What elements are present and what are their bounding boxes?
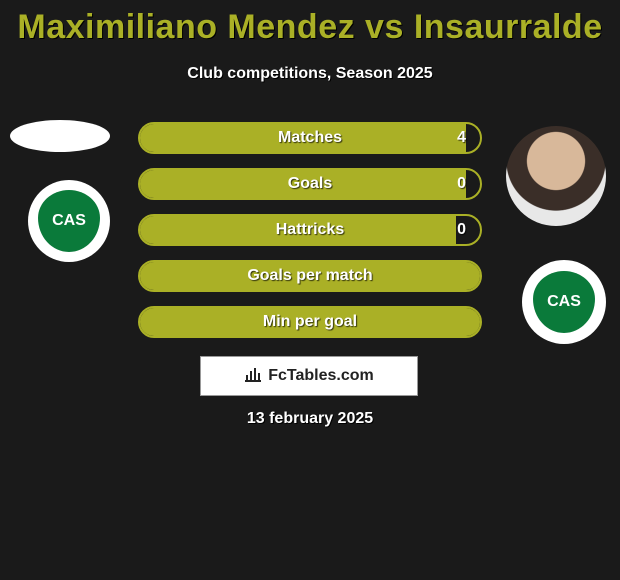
- shield-icon: CAS: [38, 190, 100, 252]
- club-badge-right: CAS: [522, 260, 606, 344]
- stat-row-matches: Matches 4: [138, 122, 482, 154]
- subtitle: Club competitions, Season 2025: [0, 65, 620, 83]
- stat-label: Hattricks: [276, 221, 344, 239]
- stat-value: 4: [457, 129, 466, 147]
- stat-label: Goals: [288, 175, 332, 193]
- stat-value: 0: [457, 175, 466, 193]
- club-badge-text: CAS: [547, 295, 581, 309]
- club-badge-left: CAS: [28, 180, 110, 262]
- brand-label: FcTables.com: [268, 367, 374, 385]
- stat-label: Goals per match: [247, 267, 372, 285]
- date-label: 13 february 2025: [0, 410, 620, 428]
- stat-row-goals-per-match: Goals per match: [138, 260, 482, 292]
- stat-value: 0: [457, 221, 466, 239]
- stat-row-goals: Goals 0: [138, 168, 482, 200]
- brand-box[interactable]: FcTables.com: [200, 356, 418, 396]
- stat-row-min-per-goal: Min per goal: [138, 306, 482, 338]
- stat-label: Min per goal: [263, 313, 357, 331]
- player-right-avatar: [506, 126, 606, 226]
- stat-row-hattricks: Hattricks 0: [138, 214, 482, 246]
- stats-panel: Matches 4 Goals 0 Hattricks 0 Goals per …: [138, 122, 482, 352]
- stat-label: Matches: [278, 129, 342, 147]
- page-title: Maximiliano Mendez vs Insaurralde: [0, 0, 620, 47]
- shield-icon: CAS: [533, 271, 595, 333]
- player-left-avatar: [10, 120, 110, 152]
- club-badge-text: CAS: [52, 214, 86, 228]
- chart-icon: [244, 366, 262, 387]
